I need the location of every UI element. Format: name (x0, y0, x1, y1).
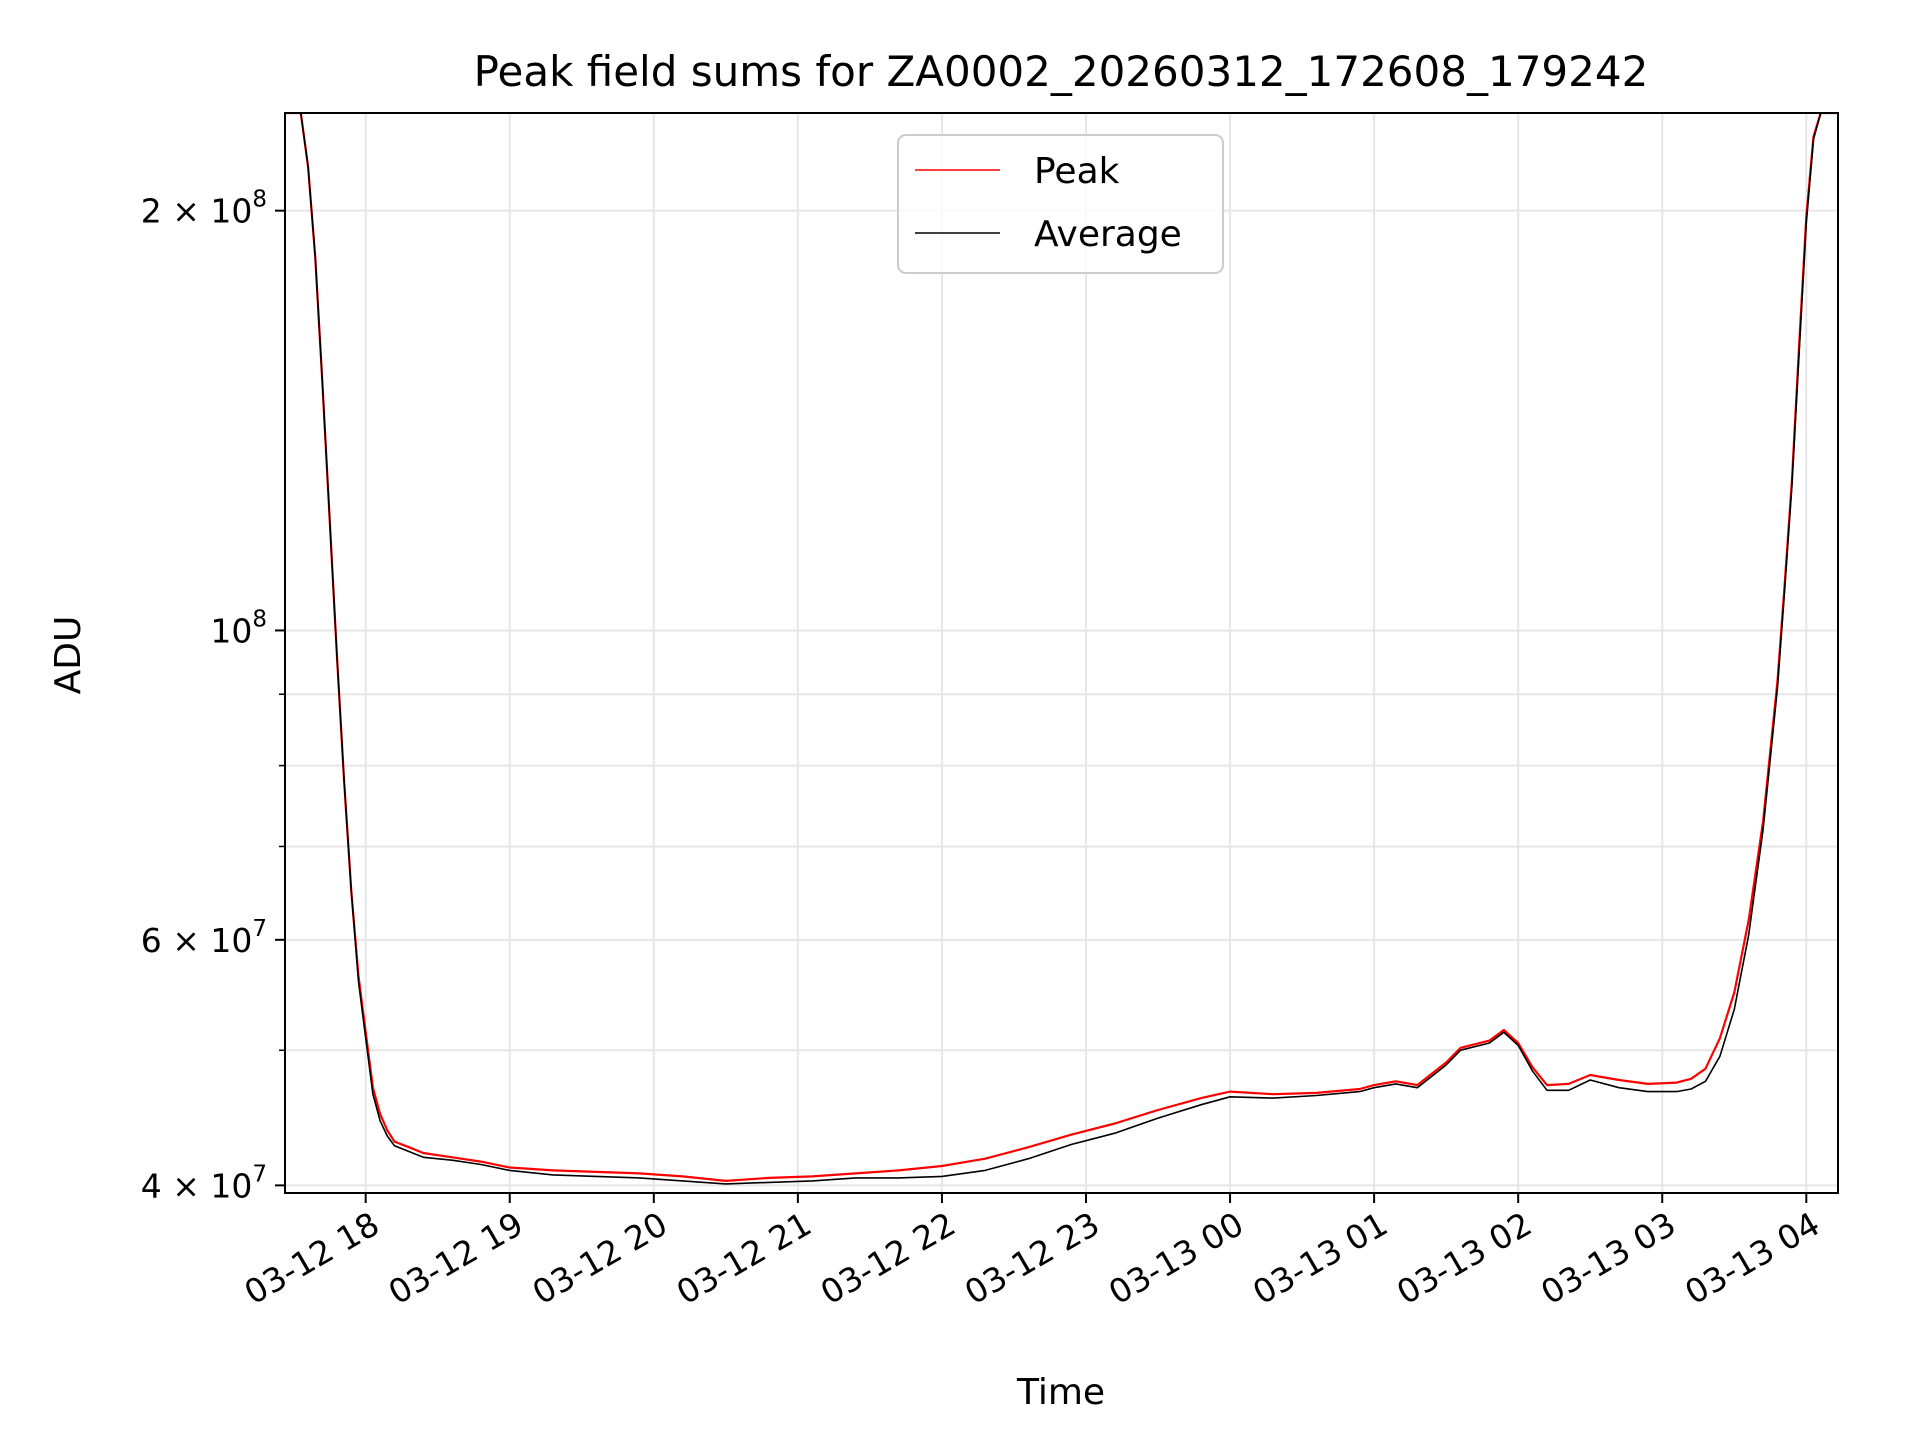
y-tick-exponent: 8 (252, 606, 267, 632)
y-tick-label: 4 × 107 (141, 1161, 267, 1205)
grid (285, 113, 1838, 1193)
y-tick-label: 6 × 107 (141, 916, 267, 960)
y-tick-exponent: 7 (252, 1161, 267, 1187)
y-tick-base: 6 × 10 (141, 921, 253, 960)
y-tick-base: 4 × 10 (141, 1166, 253, 1205)
plot-frame (284, 112, 1839, 1194)
legend-label-peak: Peak (1034, 151, 1120, 192)
chart-title: Peak field sums for ZA0002_20260312_1726… (474, 47, 1649, 96)
y-tick-base: 2 × 10 (141, 192, 253, 231)
y-tick-label: 108 (210, 606, 267, 650)
series-line-average (285, 113, 1838, 1185)
y-axis-label: ADU (48, 616, 89, 695)
y-tick-exponent: 7 (252, 916, 267, 942)
y-tick-exponent: 8 (252, 187, 267, 213)
y-tick-base: 10 (210, 611, 252, 650)
legend: Peak Average (897, 134, 1224, 274)
x-axis-label: Time (1016, 1372, 1105, 1413)
y-tick-label: 2 × 108 (141, 187, 267, 231)
series-layer (285, 113, 1838, 1185)
series-line-peak (285, 113, 1838, 1183)
legend-label-average: Average (1034, 214, 1182, 255)
